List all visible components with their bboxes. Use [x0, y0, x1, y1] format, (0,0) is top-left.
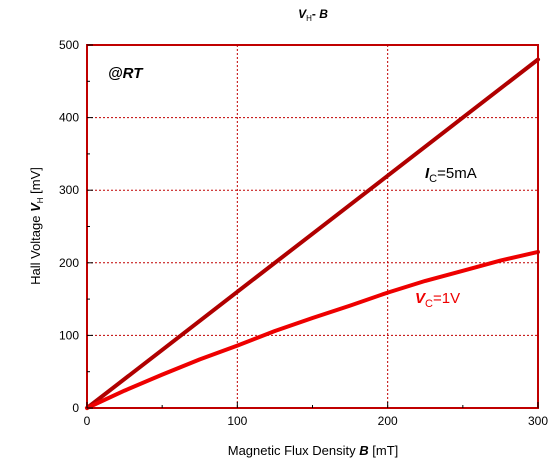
- grid-lines: [87, 45, 538, 408]
- y-tick-label: 500: [59, 38, 79, 52]
- series-layer: [85, 57, 540, 410]
- x-tick-label: 0: [84, 414, 91, 428]
- series-line-ic: [85, 57, 540, 410]
- y-axis-label: Hall Voltage VH [mV]: [28, 167, 45, 285]
- chart-title: VH- B: [298, 7, 328, 23]
- series-label-vc: VC=1V: [415, 290, 460, 310]
- annotation-rt: @RT: [108, 65, 144, 82]
- y-tick-label: 0: [72, 401, 79, 415]
- y-tick-label: 300: [59, 183, 79, 197]
- x-tick-label: 200: [378, 414, 398, 428]
- x-tick-label: 300: [528, 414, 548, 428]
- y-tick-label: 400: [59, 111, 79, 125]
- y-tick-label: 100: [59, 328, 79, 342]
- x-tick-label: 100: [227, 414, 247, 428]
- series-label-ic: IC=5mA: [425, 165, 477, 185]
- x-axis-label: Magnetic Flux Density B [mT]: [228, 443, 399, 458]
- axis-ticks: 0 100 200 300 0 100 200 300 400 500: [59, 38, 548, 428]
- series-line-vc: [85, 249, 540, 410]
- y-tick-label: 200: [59, 256, 79, 270]
